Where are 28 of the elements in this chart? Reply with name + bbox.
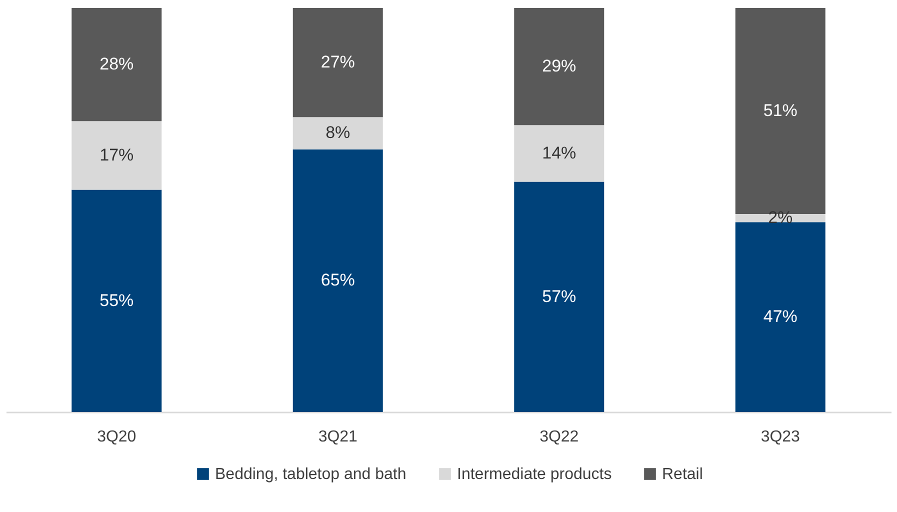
data-label: 65%: [320, 270, 355, 290]
legend-label: Bedding, tabletop and bath: [215, 466, 406, 483]
bar: [514, 125, 604, 182]
bar: [292, 8, 383, 118]
bar: [514, 8, 604, 126]
bar: [735, 222, 826, 412]
data-label: 51%: [763, 101, 798, 120]
bar: [514, 182, 604, 412]
bar: [292, 117, 383, 150]
bar: [72, 190, 162, 412]
data-label: 29%: [542, 56, 576, 76]
x-tick-label: 3Q22: [540, 428, 579, 446]
data-label: 47%: [763, 307, 798, 326]
bar: [292, 149, 383, 412]
x-tick-label: 3Q23: [760, 428, 800, 446]
data-label: 27%: [320, 52, 355, 72]
legend-label: Retail: [662, 466, 703, 483]
bar: [72, 8, 162, 122]
data-label: 8%: [326, 123, 350, 142]
x-tick-label: 3Q20: [97, 428, 136, 446]
data-label: 17%: [100, 145, 134, 164]
data-label: 55%: [100, 290, 134, 310]
bar: [72, 121, 162, 190]
x-tick-label: 3Q21: [318, 428, 358, 446]
data-label: 14%: [542, 143, 576, 162]
legend-label: Intermediate products: [457, 466, 612, 483]
data-label: 57%: [542, 286, 576, 306]
data-label: 28%: [100, 54, 134, 74]
